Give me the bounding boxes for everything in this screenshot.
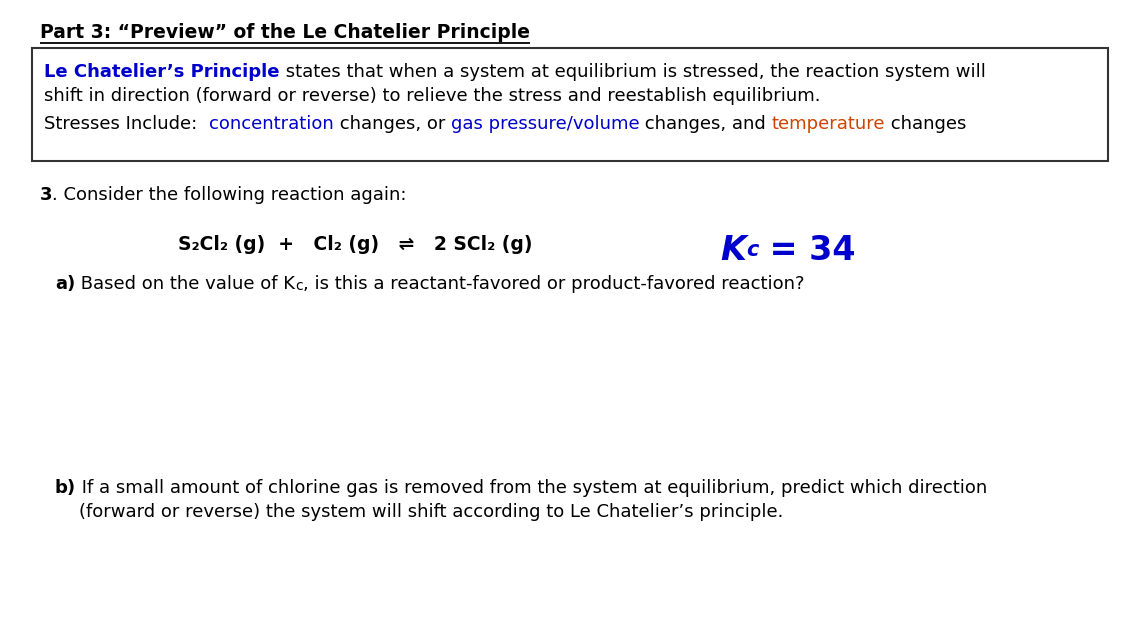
- Text: c: c: [295, 279, 303, 293]
- Text: Based on the value of K: Based on the value of K: [75, 275, 295, 293]
- Text: concentration: concentration: [209, 115, 334, 133]
- Text: K: K: [720, 234, 746, 267]
- Text: S₂Cl₂ (g)  +   Cl₂ (g)   ⇌   2 SCl₂ (g): S₂Cl₂ (g) + Cl₂ (g) ⇌ 2 SCl₂ (g): [178, 235, 532, 254]
- Text: , is this a reactant-favored or product-favored reaction?: , is this a reactant-favored or product-…: [303, 275, 805, 293]
- Text: changes, and: changes, and: [640, 115, 772, 133]
- Text: shift in direction (forward or reverse) to relieve the stress and reestablish eq: shift in direction (forward or reverse) …: [44, 87, 821, 105]
- Text: Stresses Include:: Stresses Include:: [44, 115, 209, 133]
- Text: (forward or reverse) the system will shift according to Le Chatelier’s principle: (forward or reverse) the system will shi…: [79, 503, 783, 521]
- Text: If a small amount of chlorine gas is removed from the system at equilibrium, pre: If a small amount of chlorine gas is rem…: [76, 479, 987, 497]
- Text: a): a): [55, 275, 75, 293]
- Text: 3: 3: [40, 186, 52, 204]
- Text: changes: changes: [886, 115, 967, 133]
- Text: changes, or: changes, or: [334, 115, 450, 133]
- Text: gas pressure/volume: gas pressure/volume: [450, 115, 640, 133]
- FancyBboxPatch shape: [32, 48, 1108, 161]
- Text: temperature: temperature: [772, 115, 886, 133]
- Text: Le Chatelier’s Principle: Le Chatelier’s Principle: [44, 63, 279, 81]
- Text: . Consider the following reaction again:: . Consider the following reaction again:: [52, 186, 407, 204]
- Text: Part 3: “Preview” of the Le Chatelier Principle: Part 3: “Preview” of the Le Chatelier Pr…: [40, 23, 530, 42]
- Text: = 34: = 34: [758, 234, 856, 267]
- Text: b): b): [55, 479, 76, 497]
- Text: states that when a system at equilibrium is stressed, the reaction system will: states that when a system at equilibrium…: [279, 63, 985, 81]
- Text: c: c: [746, 240, 758, 260]
